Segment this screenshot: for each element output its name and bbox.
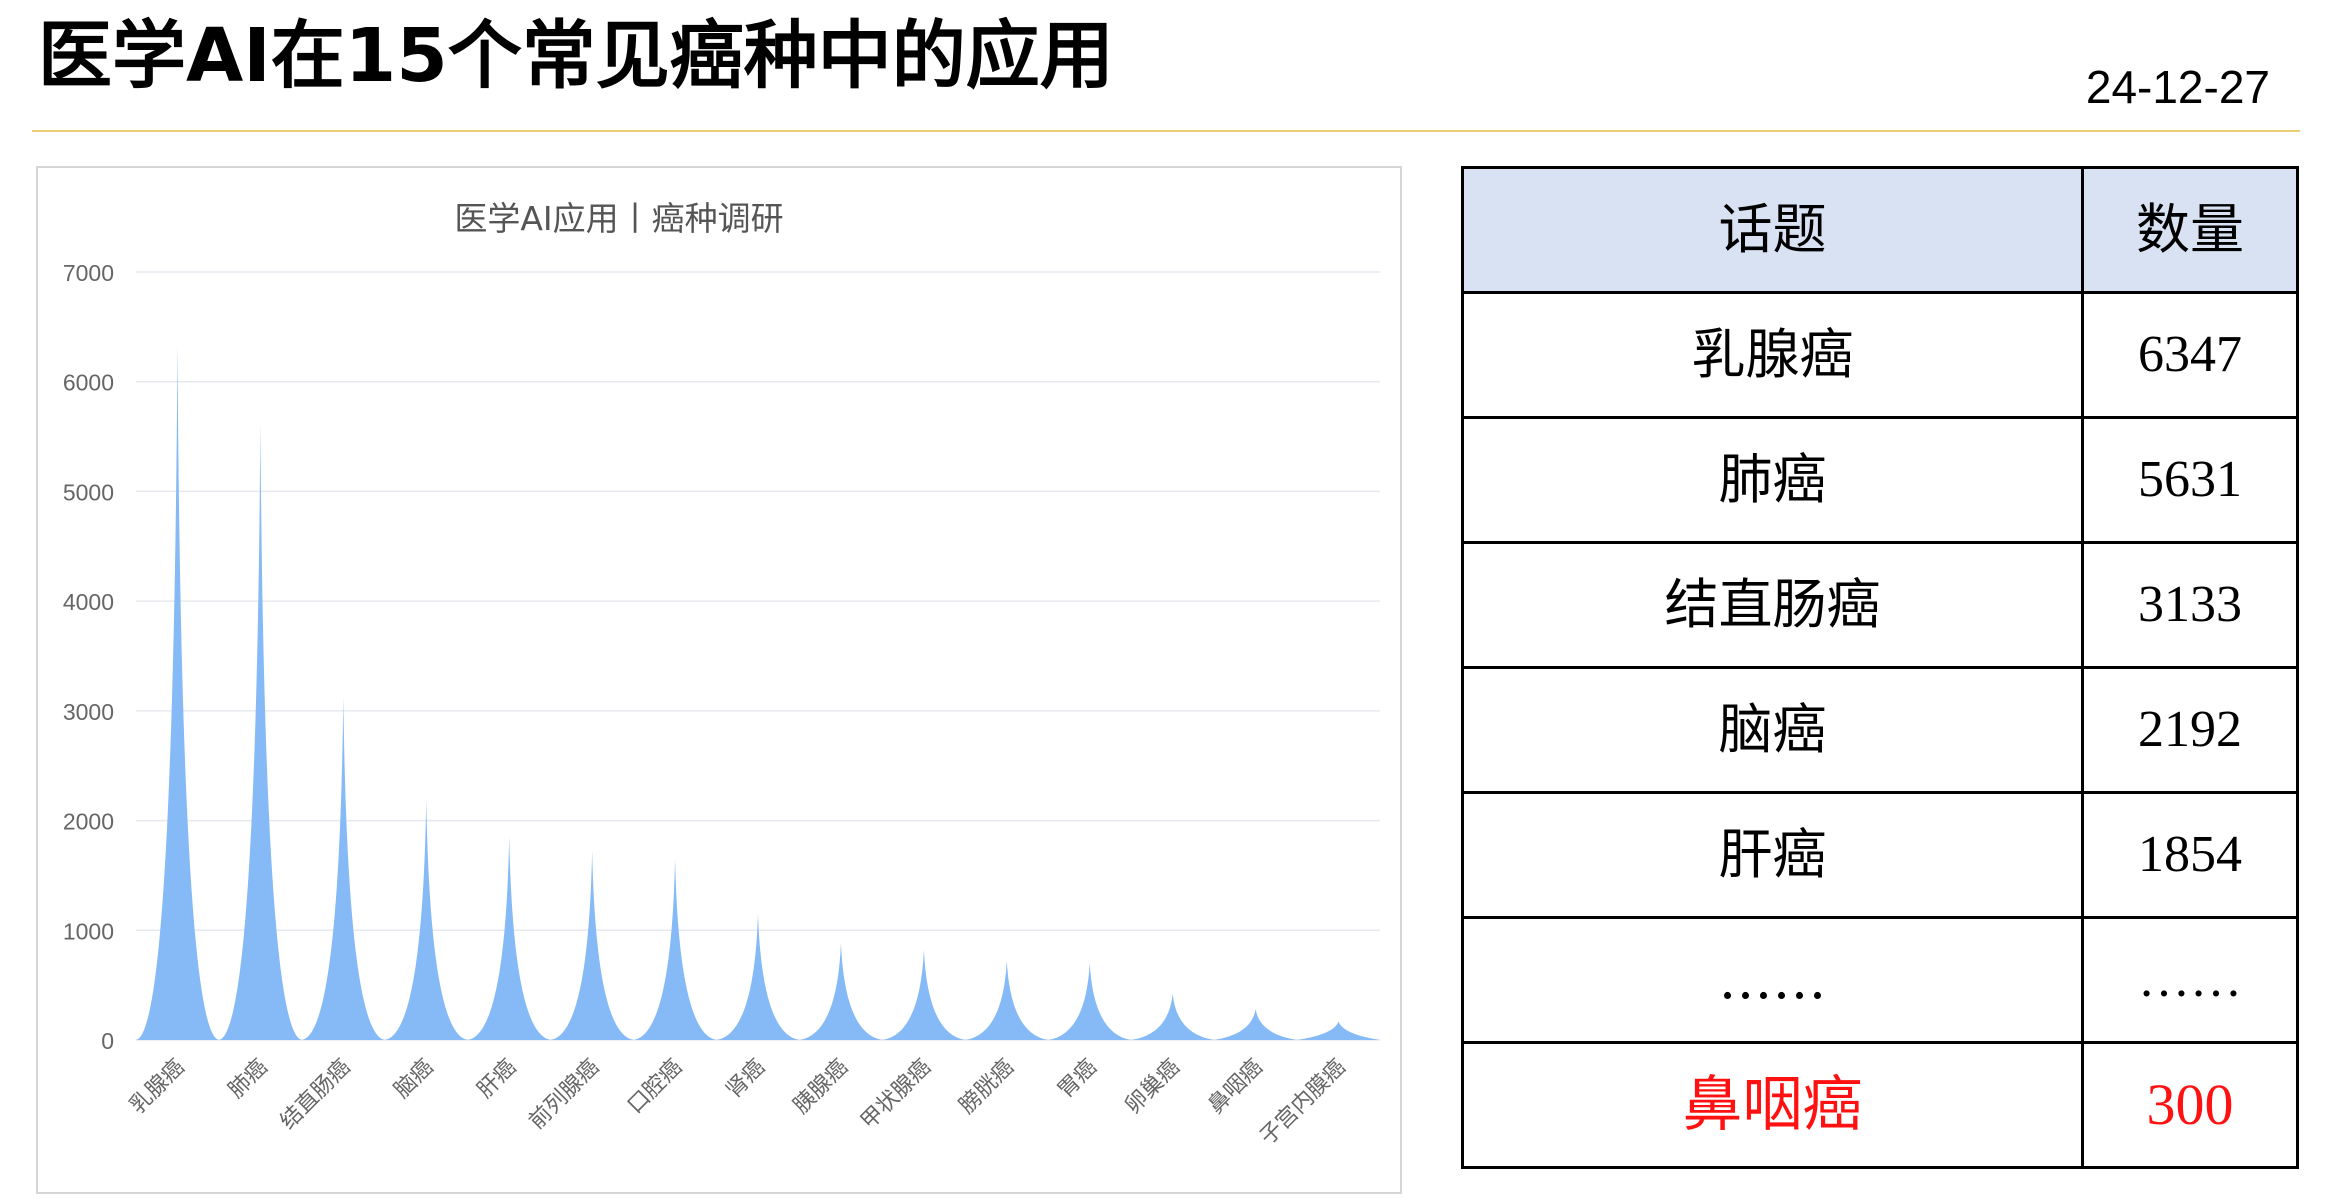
topic-cell: 脑癌	[1461, 666, 2084, 794]
area-spike	[1048, 963, 1132, 1040]
area-spike	[467, 836, 551, 1040]
topic-cell: 乳腺癌	[1461, 291, 2084, 419]
table-row: 乳腺癌 6347	[1461, 291, 2299, 419]
page-date: 24-12-27	[2085, 61, 2270, 113]
x-tick-label: 膀胱癌	[955, 1055, 1019, 1119]
count-cell: ……	[2081, 916, 2299, 1044]
area-spike	[799, 943, 883, 1040]
y-tick-label: 2000	[63, 809, 114, 835]
x-tick-label: 胃癌	[1053, 1055, 1102, 1104]
x-tick-label: 卵巢癌	[1121, 1055, 1185, 1119]
chart-title: 医学AI应用丨癌种调研	[454, 199, 783, 238]
x-tick-label: 子宫内膜癌	[1255, 1055, 1350, 1150]
x-tick-label: 胰腺癌	[789, 1055, 853, 1119]
table-header-row: 话题 数量	[1461, 166, 2299, 294]
topic-cell: 肺癌	[1461, 416, 2084, 544]
x-tick-label: 肝癌	[473, 1055, 522, 1104]
table-row: 肺癌 5631	[1461, 416, 2299, 544]
header-count: 数量	[2081, 166, 2299, 294]
table-row-highlight: 鼻咽癌 300	[1461, 1041, 2299, 1169]
area-spike	[301, 696, 385, 1040]
area-spike	[384, 799, 468, 1040]
count-cell: 5631	[2081, 416, 2299, 544]
topic-cell: 结直肠癌	[1461, 541, 2084, 669]
x-tick-label: 甲状腺癌	[856, 1055, 936, 1135]
area-spike	[1131, 993, 1215, 1040]
page-title: 医学AI在15个常见癌种中的应用	[38, 13, 1114, 99]
highlight-count-cell: 300	[2081, 1041, 2299, 1169]
x-tick-label: 鼻咽癌	[1203, 1055, 1267, 1119]
count-cell: 2192	[2081, 666, 2299, 794]
x-tick-label: 肾癌	[721, 1055, 770, 1104]
area-spike	[1214, 1009, 1298, 1040]
area-spike	[1297, 1021, 1380, 1040]
area-spike	[218, 422, 302, 1040]
area-chart: 0 1000 2000 3000 4000 5000 6000 7000 乳腺癌 肺癌 结直肠癌脑…	[63, 199, 1380, 1150]
count-cell: 6347	[2081, 291, 2299, 419]
y-tick-label: 3000	[63, 699, 114, 725]
table-row: 脑癌 2192	[1461, 666, 2299, 794]
x-tick-label: 脑癌	[390, 1055, 439, 1104]
y-tick-label: 1000	[63, 918, 114, 944]
count-cell: 3133	[2081, 541, 2299, 669]
area-spike	[550, 851, 634, 1040]
topic-cell: 肝癌	[1461, 791, 2084, 919]
area-spike	[136, 343, 219, 1040]
x-tick-label: 肺癌	[224, 1055, 273, 1104]
count-cell: 1854	[2081, 791, 2299, 919]
chart-panel: 0 1000 2000 3000 4000 5000 6000 7000 乳腺癌 肺癌 结直肠癌脑…	[36, 166, 1402, 1194]
area-spike	[633, 858, 717, 1040]
x-tick-label: 结直肠癌	[276, 1055, 356, 1135]
y-tick-label: 0	[101, 1028, 114, 1054]
topic-cell: ……	[1461, 916, 2084, 1044]
area-spike	[882, 950, 966, 1040]
area-spike	[716, 913, 800, 1040]
x-tick-label: 乳腺癌	[125, 1055, 189, 1119]
header-topic: 话题	[1461, 166, 2084, 294]
x-tick-label: 前列腺癌	[524, 1055, 604, 1135]
area-spike	[965, 961, 1049, 1040]
table-row: 肝癌 1854	[1461, 791, 2299, 919]
y-tick-label: 7000	[63, 260, 114, 286]
table-row: 结直肠癌 3133	[1461, 541, 2299, 669]
data-table: 话题 数量 乳腺癌 6347 肺癌 5631 结直肠癌 3133 脑癌 2192…	[1461, 166, 2299, 1169]
highlight-topic-cell: 鼻咽癌	[1461, 1041, 2084, 1169]
x-tick-label: 口腔癌	[623, 1055, 687, 1119]
y-tick-label: 4000	[63, 589, 114, 615]
y-tick-label: 6000	[63, 370, 114, 396]
y-tick-label: 5000	[63, 479, 114, 505]
table-row-ellipsis: …… ……	[1461, 916, 2299, 1044]
title-divider	[32, 130, 2300, 132]
